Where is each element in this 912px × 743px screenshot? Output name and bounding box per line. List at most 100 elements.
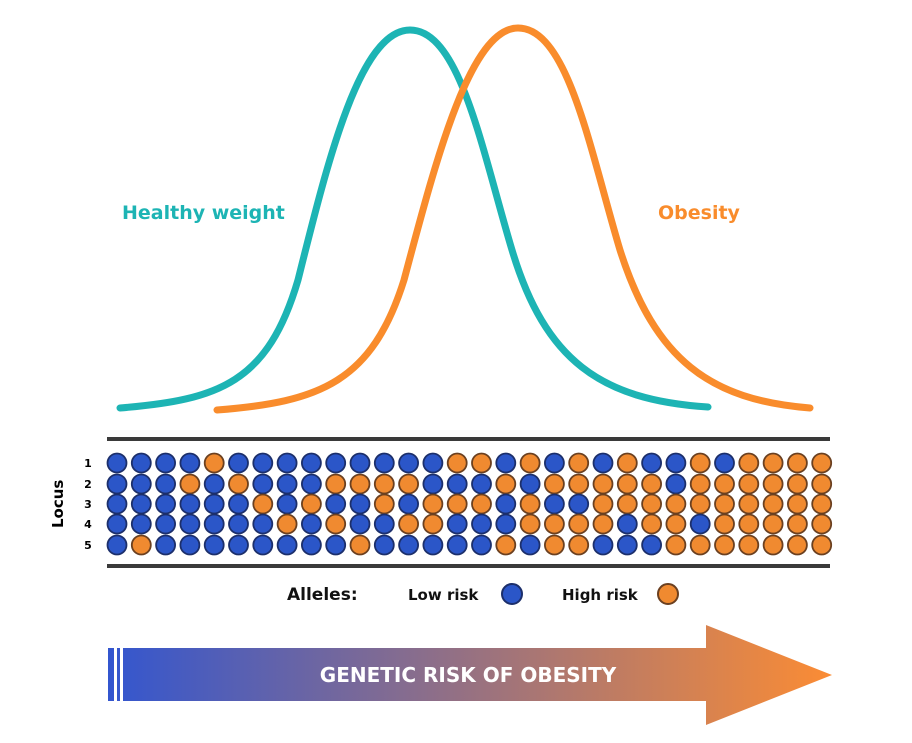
low-risk-allele-dot	[446, 473, 468, 495]
low-risk-allele-dot	[252, 513, 274, 535]
low-risk-allele-dot	[519, 534, 541, 556]
high-risk-allele-dot	[689, 452, 711, 474]
low-risk-allele-dot	[155, 534, 177, 556]
low-risk-allele-dot	[398, 493, 420, 515]
high-risk-allele-dot	[811, 534, 833, 556]
low-risk-allele-dot	[689, 513, 711, 535]
low-risk-allele-dot	[665, 452, 687, 474]
high-risk-allele-dot	[641, 493, 662, 515]
low-risk-allele-dot	[252, 452, 274, 474]
legend-high-risk-label: High risk	[562, 586, 639, 604]
high-risk-allele-dot	[714, 534, 735, 556]
locus-row-label: 3	[84, 498, 92, 511]
low-risk-allele-dot	[373, 452, 395, 474]
low-risk-allele-dot	[179, 452, 201, 474]
low-risk-allele-dot	[373, 534, 395, 556]
low-risk-allele-dot	[592, 452, 614, 474]
low-risk-allele-dot	[130, 513, 152, 535]
high-risk-allele-dot	[787, 452, 808, 474]
high-risk-allele-dot	[616, 452, 638, 474]
low-risk-allele-dot	[203, 493, 225, 515]
high-risk-allele-dot	[276, 513, 298, 535]
high-risk-allele-dot	[616, 473, 638, 495]
healthy-weight-curve	[116, 26, 712, 412]
low-risk-allele-dot	[179, 493, 201, 515]
low-risk-allele-dot	[325, 452, 347, 474]
high-risk-allele-dot	[592, 513, 614, 535]
high-risk-allele-dot	[616, 493, 638, 515]
high-risk-allele-dot	[471, 493, 492, 515]
high-risk-allele-dot	[665, 493, 687, 515]
low-risk-allele-dot	[130, 452, 152, 474]
arrow-label: GENETIC RISK OF OBESITY	[320, 663, 617, 687]
high-risk-allele-dot	[762, 513, 784, 535]
legend-high-risk-dot	[657, 583, 679, 605]
locus-row-label: 1	[84, 457, 92, 470]
high-risk-allele-dot	[568, 473, 590, 495]
high-risk-allele-dot	[738, 452, 760, 474]
high-risk-allele-dot	[811, 473, 833, 495]
legend-low-risk-label: Low risk	[408, 586, 479, 604]
low-risk-allele-dot	[616, 534, 638, 556]
high-risk-allele-dot	[568, 452, 590, 474]
obesity-curve	[213, 24, 814, 414]
low-risk-allele-dot	[471, 513, 492, 535]
high-risk-allele-dot	[714, 513, 735, 535]
low-risk-allele-dot	[228, 493, 249, 515]
low-risk-allele-dot	[179, 513, 201, 535]
high-risk-allele-dot	[179, 473, 201, 495]
legend-low-risk-dot	[501, 583, 523, 605]
high-risk-allele-dot	[811, 452, 833, 474]
high-risk-allele-dot	[738, 534, 760, 556]
low-risk-allele-dot	[155, 493, 177, 515]
low-risk-allele-dot	[179, 534, 201, 556]
low-risk-allele-dot	[228, 452, 249, 474]
low-risk-allele-dot	[106, 534, 128, 556]
low-risk-allele-dot	[349, 452, 371, 474]
high-risk-allele-dot	[689, 493, 711, 515]
low-risk-allele-dot	[276, 473, 298, 495]
low-risk-allele-dot	[155, 452, 177, 474]
low-risk-allele-dot	[446, 513, 468, 535]
low-risk-allele-dot	[665, 473, 687, 495]
high-risk-allele-dot	[738, 493, 760, 515]
high-risk-allele-dot	[738, 513, 760, 535]
locus-row-label: 2	[84, 478, 92, 491]
low-risk-allele-dot	[106, 473, 128, 495]
low-risk-allele-dot	[641, 534, 662, 556]
high-risk-allele-dot	[787, 513, 808, 535]
low-risk-allele-dot	[276, 534, 298, 556]
high-risk-allele-dot	[544, 473, 565, 495]
low-risk-allele-dot	[203, 473, 225, 495]
low-risk-allele-dot	[422, 534, 444, 556]
high-risk-allele-dot	[446, 452, 468, 474]
high-risk-allele-dot	[762, 452, 784, 474]
high-risk-allele-dot	[325, 513, 347, 535]
high-risk-allele-dot	[544, 534, 565, 556]
low-risk-allele-dot	[495, 452, 517, 474]
healthy-weight-label: Healthy weight	[122, 202, 285, 224]
low-risk-allele-dot	[155, 473, 177, 495]
low-risk-allele-dot	[130, 473, 152, 495]
high-risk-allele-dot	[762, 493, 784, 515]
low-risk-allele-dot	[252, 473, 274, 495]
low-risk-allele-dot	[714, 452, 735, 474]
low-risk-allele-dot	[300, 473, 322, 495]
low-risk-allele-dot	[300, 513, 322, 535]
high-risk-allele-dot	[203, 452, 225, 474]
low-risk-allele-dot	[398, 452, 420, 474]
high-risk-allele-dot	[398, 473, 420, 495]
low-risk-allele-dot	[422, 452, 444, 474]
low-risk-allele-dot	[276, 493, 298, 515]
high-risk-allele-dot	[398, 513, 420, 535]
low-risk-allele-dot	[155, 513, 177, 535]
low-risk-allele-dot	[422, 473, 444, 495]
low-risk-allele-dot	[300, 534, 322, 556]
low-risk-allele-dot	[349, 493, 371, 515]
high-risk-allele-dot	[130, 534, 152, 556]
high-risk-allele-dot	[228, 473, 249, 495]
low-risk-allele-dot	[495, 513, 517, 535]
high-risk-allele-dot	[592, 473, 614, 495]
high-risk-allele-dot	[422, 513, 444, 535]
high-risk-allele-dot	[519, 513, 541, 535]
